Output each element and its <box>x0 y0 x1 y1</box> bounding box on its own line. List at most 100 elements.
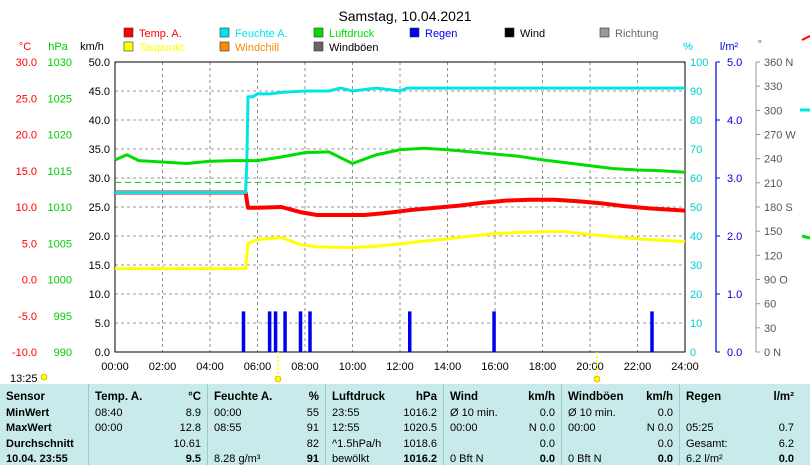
stats-row: 9.5 <box>89 452 207 466</box>
rain-bar <box>283 311 287 352</box>
stats-row <box>680 406 800 420</box>
x-tick-label: 06:00 <box>244 361 272 373</box>
series-line-taupunkt <box>115 230 686 271</box>
stats-cell-label: 12:55 <box>332 422 360 434</box>
stats-row: 0.0 <box>562 437 679 451</box>
axis-unit-direction: ° <box>758 39 762 51</box>
stats-cell-value: 91 <box>306 422 319 434</box>
stats-cell-value: 0.0 <box>657 438 673 450</box>
wind-tick-label: 50.0 <box>89 57 110 69</box>
stats-row: 0 Bft N 0.0 <box>444 452 561 466</box>
axis-unit-rain: l/m² <box>720 41 739 53</box>
stats-cell-label: 00:00 <box>450 422 478 434</box>
stats-header-label: Luftdruck <box>332 391 386 403</box>
humidity-tick-label: 100 <box>690 57 708 69</box>
chart-title: Samstag, 10.04.2021 <box>338 8 471 24</box>
stats-cell-value: 6.2 <box>778 438 794 450</box>
stats-cell-value: 8.9 <box>185 407 201 419</box>
stats-cell-value: N 0.0 <box>528 422 555 434</box>
rain-tick-label: 4.0 <box>727 115 742 127</box>
stats-column: Feuchte A.% 00:00 55 08:55 91 82 8.28 g/m³ 91 <box>207 384 325 465</box>
sun-marker <box>40 373 48 381</box>
humidity-tick-label: 90 <box>690 86 702 98</box>
stats-header: Feuchte A.% <box>208 390 325 404</box>
stats-row: Ø 10 min. 0.0 <box>562 406 679 420</box>
wind-tick-label: 40.0 <box>89 115 110 127</box>
stats-header-label: Sensor <box>6 391 45 403</box>
direction-tick-label: 0 N <box>764 347 781 359</box>
temp-tick-label: -5.0 <box>18 311 37 323</box>
legend-swatch <box>504 27 515 38</box>
stats-header: Temp. A. °C <box>89 390 207 404</box>
stats-cell-label: 0 Bft N <box>450 453 484 465</box>
stats-row: 00:00 N 0.0 <box>562 421 679 435</box>
stats-header-label: Windböen <box>568 391 624 403</box>
stats-cell-label: MinWert <box>6 407 50 419</box>
stats-row: MinWert <box>0 406 88 420</box>
legend-label: Luftdruck <box>329 28 375 40</box>
direction-tick-label: 120 <box>764 250 782 262</box>
legend-swatch <box>123 41 134 52</box>
legend-label: Wind <box>520 28 545 40</box>
temp-tick-label: 15.0 <box>16 166 37 178</box>
stats-row: 10.04. 23:55 <box>0 452 88 466</box>
legend-label: Regen <box>425 28 457 40</box>
stats-row: 12:55 1020.5 <box>326 421 443 435</box>
pressure-tick-label: 1015 <box>48 166 72 178</box>
rain-bar <box>267 311 272 352</box>
x-tick-label: 14:00 <box>434 361 462 373</box>
stats-cell-value: 1018.6 <box>403 438 437 450</box>
x-tick-label: 18:00 <box>529 361 557 373</box>
pressure-tick-label: 1030 <box>48 57 72 69</box>
stats-cell-label: 08:55 <box>214 422 242 434</box>
series-line-feuchte-a <box>115 86 685 194</box>
stats-cell-label: 23:55 <box>332 407 360 419</box>
stats-row: 00:00 12.8 <box>89 421 207 435</box>
stats-cell-value: 12.8 <box>179 422 201 434</box>
rain-bar <box>298 311 303 352</box>
humidity-tick-label: 60 <box>690 173 702 185</box>
stats-cell-label: 08:40 <box>95 407 123 419</box>
rain-bar <box>408 311 412 352</box>
stats-cell-value: 91 <box>306 453 319 465</box>
stats-row: 6.2 l/m² 0.0 <box>680 452 800 466</box>
rain-bar <box>650 311 654 352</box>
stats-cell-value: 0.0 <box>539 407 555 419</box>
temp-tick-label: 25.0 <box>16 93 37 105</box>
pressure-edge-marker <box>801 234 810 240</box>
stats-cell-value: 0.0 <box>539 453 555 465</box>
temp-tick-label: -10.0 <box>12 347 37 359</box>
x-tick-label: 24:00 <box>671 361 699 373</box>
humidity-tick-label: 30 <box>690 260 702 272</box>
stats-header: Windböen km/h <box>562 390 679 404</box>
pressure-tick-label: 1020 <box>48 130 72 142</box>
stats-row: Durchschnitt <box>0 437 88 451</box>
stats-cell-label: bewölkt <box>332 453 370 465</box>
legend-swatch <box>123 27 134 38</box>
stats-header-unit: % <box>308 391 319 403</box>
legend-swatch <box>219 41 230 52</box>
direction-tick-label: 30 <box>764 323 776 335</box>
stats-cell-label: 8.28 g/m³ <box>214 453 261 465</box>
stats-cell-label: Ø 10 min. <box>450 407 498 419</box>
plot-border <box>114 61 686 353</box>
direction-tick-label: 270 W <box>764 130 796 142</box>
direction-tick-label: 300 <box>764 105 782 117</box>
stats-header-label: Regen <box>686 391 722 403</box>
humidity-tick-label: 50 <box>690 202 702 214</box>
stats-cell-label: 6.2 l/m² <box>686 453 723 465</box>
pressure-tick-label: 1000 <box>48 275 72 287</box>
stats-cell-label: 00:00 <box>214 407 242 419</box>
stats-cell-label: ^1.5hPa/h <box>332 438 382 450</box>
sunrise-marker <box>274 375 282 383</box>
x-tick-label: 20:00 <box>576 361 604 373</box>
temp-tick-label: 10.0 <box>16 202 37 214</box>
humidity-tick-label: 40 <box>690 231 702 243</box>
stats-cell-label: 00:00 <box>568 422 596 434</box>
humidity-tick-label: 70 <box>690 144 702 156</box>
stats-column: Wind km/h Ø 10 min. 0.0 00:00 N 0.0 0.0 0 Bft N… <box>443 384 561 465</box>
rain-bar <box>241 311 246 352</box>
stats-row: 82 <box>208 437 325 451</box>
stats-row: 05:25 0.7 <box>680 421 800 435</box>
stats-cell-value: 1016.2 <box>403 407 437 419</box>
